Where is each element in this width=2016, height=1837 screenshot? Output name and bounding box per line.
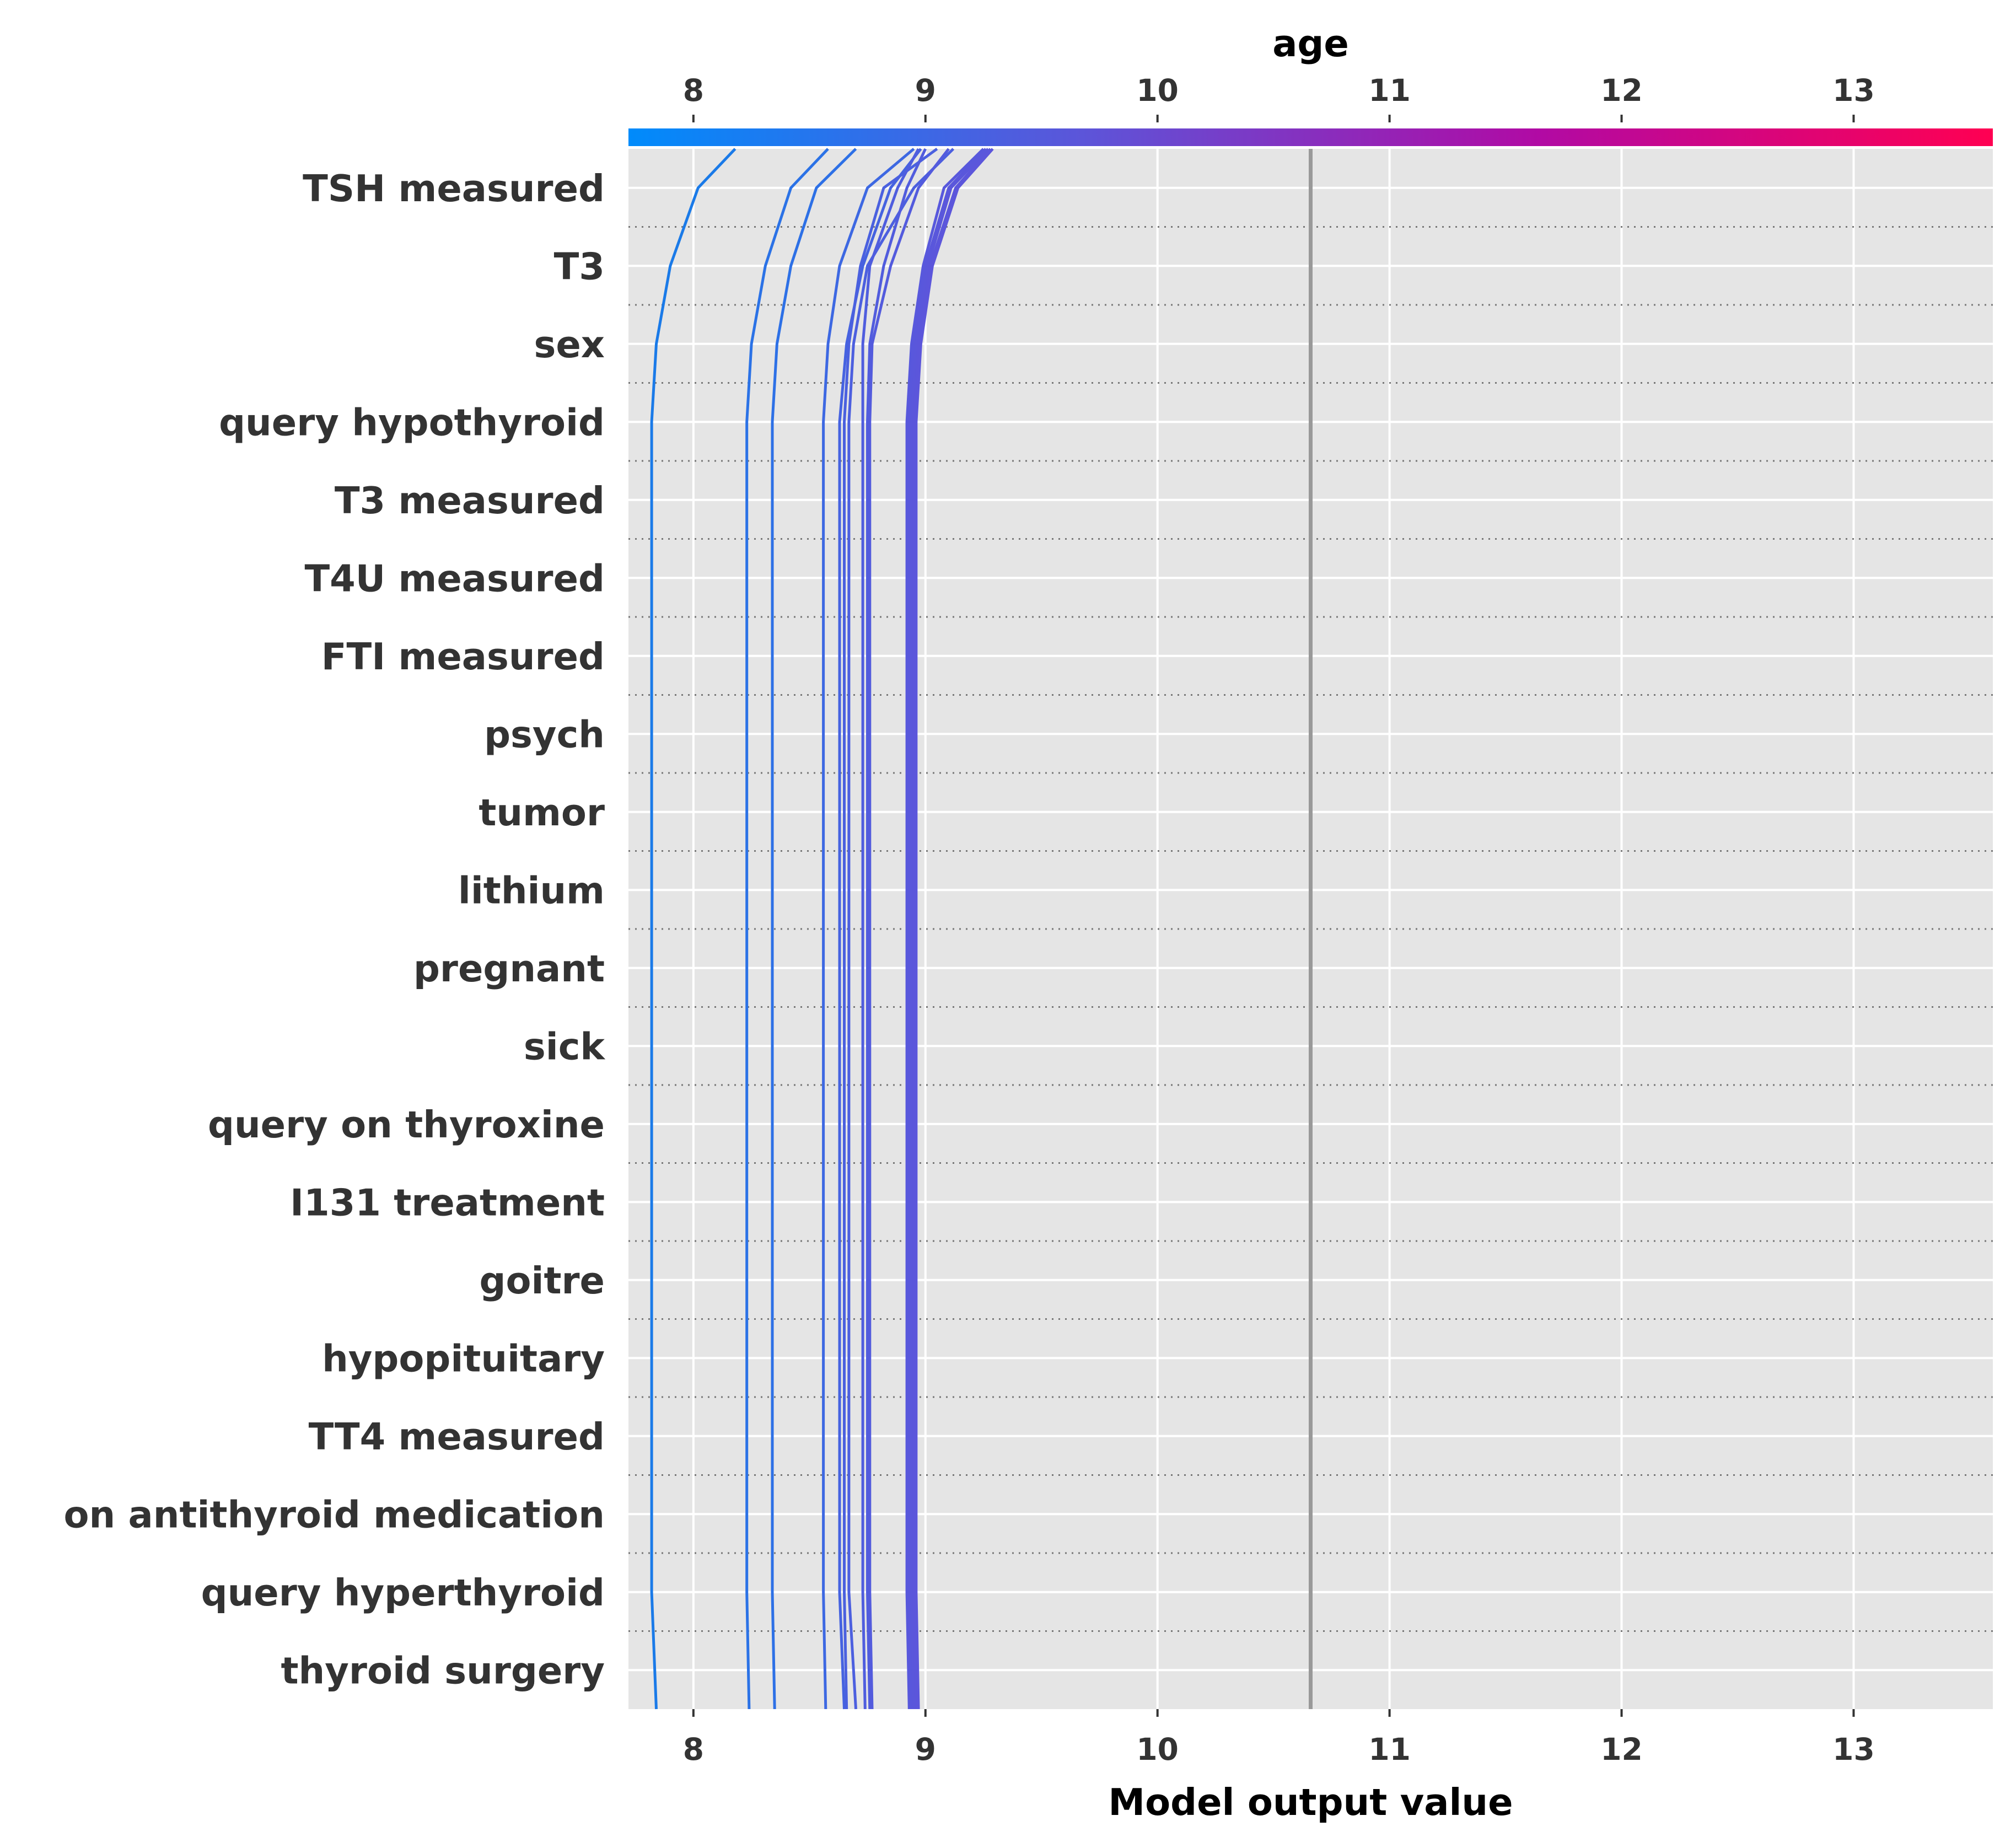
sample-line-1 [745,148,829,1710]
sample-line-5 [843,147,938,1710]
x-axis-title: Model output value [1108,1781,1513,1824]
feature-label-5: T4U measured [304,557,605,600]
sample-line-11 [907,148,987,1710]
sample-line-0 [650,148,736,1710]
feature-label-2: sex [534,323,605,366]
feature-label-17: on antithyroid medication [63,1493,605,1536]
sample-line-13 [912,148,992,1710]
sample-line-14 [915,148,994,1710]
feature-labels: TSH measured T3 sex query hypothyroid T3 mea… [63,167,605,1693]
sample-line-12 [910,148,990,1710]
feature-label-12: query on thyroxine [208,1103,605,1146]
bottom-tick-label-2: 10 [1136,1732,1179,1767]
feature-label-8: tumor [479,791,605,834]
feature-label-4: T3 measured [335,479,605,522]
feature-label-0: TSH measured [303,167,605,210]
top-tick-label-4: 12 [1600,73,1643,108]
feature-label-10: pregnant [413,947,605,990]
feature-label-14: goitre [480,1259,605,1302]
feature-label-13: I131 treatment [290,1181,605,1224]
sample-line-10 [905,148,985,1710]
bottom-tick-label-3: 11 [1368,1732,1411,1767]
sample-line-2 [771,148,857,1710]
feature-label-16: TT4 measured [309,1415,605,1458]
feature-label-7: psych [484,713,605,756]
feature-label-15: hypopituitary [322,1337,605,1380]
sample-line-8 [866,148,927,1710]
bottom-tick-label-4: 12 [1600,1732,1643,1767]
feature-label-1: T3 [554,245,605,288]
feature-label-11: sick [524,1025,606,1068]
bottom-tick-label-5: 13 [1832,1732,1875,1767]
bottom-tick-label-0: 8 [683,1732,704,1767]
feature-label-18: query hyperthyroid [201,1571,605,1614]
sample-line-7 [861,148,920,1710]
feature-label-9: lithium [458,869,605,912]
top-tick-label-1: 9 [915,73,936,108]
top-tick-label-5: 13 [1832,73,1875,108]
colorbar-title: age [1272,22,1349,65]
feature-label-19: thyroid surgery [281,1649,605,1692]
sample-line-3 [822,148,915,1710]
bottom-tick-label-1: 9 [915,1732,936,1767]
sample-lines [650,147,994,1710]
sample-line-4 [838,148,922,1710]
top-tick-label-0: 8 [683,73,704,108]
sample-line-9 [868,148,950,1710]
top-tick-label-2: 10 [1136,73,1179,108]
bottom-tick-labels: 8 9 10 11 12 13 [683,1709,1875,1767]
feature-label-6: FTI measured [321,635,605,678]
sample-line-6 [847,148,955,1710]
top-tick-label-3: 11 [1368,73,1411,108]
top-tick-labels: 8 9 10 11 12 13 [683,73,1875,122]
colorbar [628,128,1993,146]
feature-label-3: query hypothyroid [219,401,605,444]
